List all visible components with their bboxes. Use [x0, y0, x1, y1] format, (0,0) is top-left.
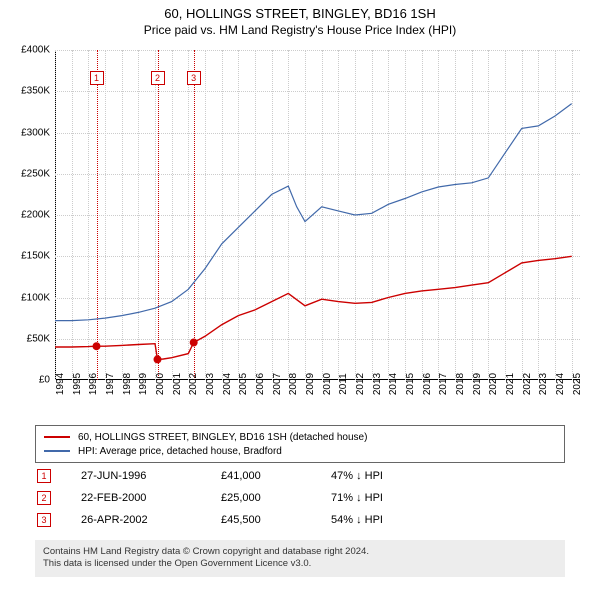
x-tick-label: 2022: [522, 373, 533, 395]
sales-date: 26-APR-2002: [81, 514, 221, 526]
x-tick-label: 2018: [455, 373, 466, 395]
x-tick-label: 2023: [538, 373, 549, 395]
x-tick-label: 2010: [322, 373, 333, 395]
x-tick-label: 2016: [422, 373, 433, 395]
sales-diff: 54% ↓ HPI: [331, 514, 441, 526]
sales-row: 3 26-APR-2002 £45,500 54% ↓ HPI: [35, 509, 565, 531]
x-tick-label: 2008: [288, 373, 299, 395]
x-tick-label: 2014: [388, 373, 399, 395]
x-tick-label: 2006: [255, 373, 266, 395]
sales-badge: 1: [37, 469, 51, 483]
chart-area: 123 £0£50K£100K£150K£200K£250K£300K£350K…: [55, 50, 580, 380]
sales-price: £45,500: [221, 514, 331, 526]
x-tick-label: 2009: [305, 373, 316, 395]
sales-date: 22-FEB-2000: [81, 492, 221, 504]
attribution-line1: Contains HM Land Registry data © Crown c…: [43, 546, 557, 558]
x-tick-label: 1999: [138, 373, 149, 395]
y-tick-label: £350K: [21, 86, 50, 97]
x-tick-label: 2002: [188, 373, 199, 395]
sale-annotation-badge: 1: [90, 71, 104, 85]
sales-price: £41,000: [221, 470, 331, 482]
sale-annotation-badge: 2: [151, 71, 165, 85]
y-tick-label: £400K: [21, 45, 50, 56]
sales-row: 2 22-FEB-2000 £25,000 71% ↓ HPI: [35, 487, 565, 509]
x-tick-label: 2001: [172, 373, 183, 395]
legend-label-property: 60, HOLLINGS STREET, BINGLEY, BD16 1SH (…: [78, 432, 367, 443]
y-tick-label: £50K: [27, 333, 50, 344]
sales-badge: 2: [37, 491, 51, 505]
sales-badge: 3: [37, 513, 51, 527]
x-tick-label: 2007: [272, 373, 283, 395]
x-tick-label: 2020: [488, 373, 499, 395]
title-subtitle: Price paid vs. HM Land Registry's House …: [0, 23, 600, 37]
sale-marker-point: [93, 342, 101, 350]
x-tick-label: 2013: [372, 373, 383, 395]
chart-container: 60, HOLLINGS STREET, BINGLEY, BD16 1SH P…: [0, 0, 600, 590]
sale-marker-point: [190, 339, 198, 347]
y-tick-label: £250K: [21, 168, 50, 179]
sales-diff: 47% ↓ HPI: [331, 470, 441, 482]
line-series-layer: [55, 50, 580, 380]
x-tick-label: 1998: [122, 373, 133, 395]
y-tick-label: £0: [39, 375, 50, 386]
title-block: 60, HOLLINGS STREET, BINGLEY, BD16 1SH P…: [0, 0, 600, 37]
series-line-property: [55, 256, 572, 359]
title-address: 60, HOLLINGS STREET, BINGLEY, BD16 1SH: [0, 6, 600, 21]
x-tick-label: 2012: [355, 373, 366, 395]
x-tick-label: 2021: [505, 373, 516, 395]
x-tick-label: 2011: [338, 373, 349, 395]
legend-item: 60, HOLLINGS STREET, BINGLEY, BD16 1SH (…: [44, 430, 556, 444]
attribution-line2: This data is licensed under the Open Gov…: [43, 558, 557, 570]
x-tick-label: 2000: [155, 373, 166, 395]
attribution-box: Contains HM Land Registry data © Crown c…: [35, 540, 565, 577]
x-tick-label: 2019: [472, 373, 483, 395]
x-tick-label: 2004: [222, 373, 233, 395]
y-tick-label: £150K: [21, 251, 50, 262]
x-tick-label: 2005: [238, 373, 249, 395]
legend-item: HPI: Average price, detached house, Brad…: [44, 444, 556, 458]
legend-swatch-property: [44, 436, 70, 438]
sales-price: £25,000: [221, 492, 331, 504]
legend: 60, HOLLINGS STREET, BINGLEY, BD16 1SH (…: [35, 425, 565, 463]
sales-diff: 71% ↓ HPI: [331, 492, 441, 504]
x-tick-label: 1996: [88, 373, 99, 395]
y-tick-label: £200K: [21, 210, 50, 221]
x-tick-label: 1995: [72, 373, 83, 395]
sales-table: 1 27-JUN-1996 £41,000 47% ↓ HPI 2 22-FEB…: [35, 465, 565, 531]
sales-row: 1 27-JUN-1996 £41,000 47% ↓ HPI: [35, 465, 565, 487]
x-tick-label: 1997: [105, 373, 116, 395]
legend-label-hpi: HPI: Average price, detached house, Brad…: [78, 446, 282, 457]
x-tick-label: 2024: [555, 373, 566, 395]
series-line-hpi: [55, 104, 572, 321]
y-tick-label: £300K: [21, 127, 50, 138]
x-tick-label: 2025: [572, 373, 583, 395]
sale-marker-point: [154, 355, 162, 363]
x-tick-label: 2017: [438, 373, 449, 395]
y-tick-label: £100K: [21, 292, 50, 303]
x-tick-label: 1994: [55, 373, 66, 395]
legend-swatch-hpi: [44, 450, 70, 452]
x-tick-label: 2003: [205, 373, 216, 395]
sale-annotation-badge: 3: [187, 71, 201, 85]
x-tick-label: 2015: [405, 373, 416, 395]
sales-date: 27-JUN-1996: [81, 470, 221, 482]
